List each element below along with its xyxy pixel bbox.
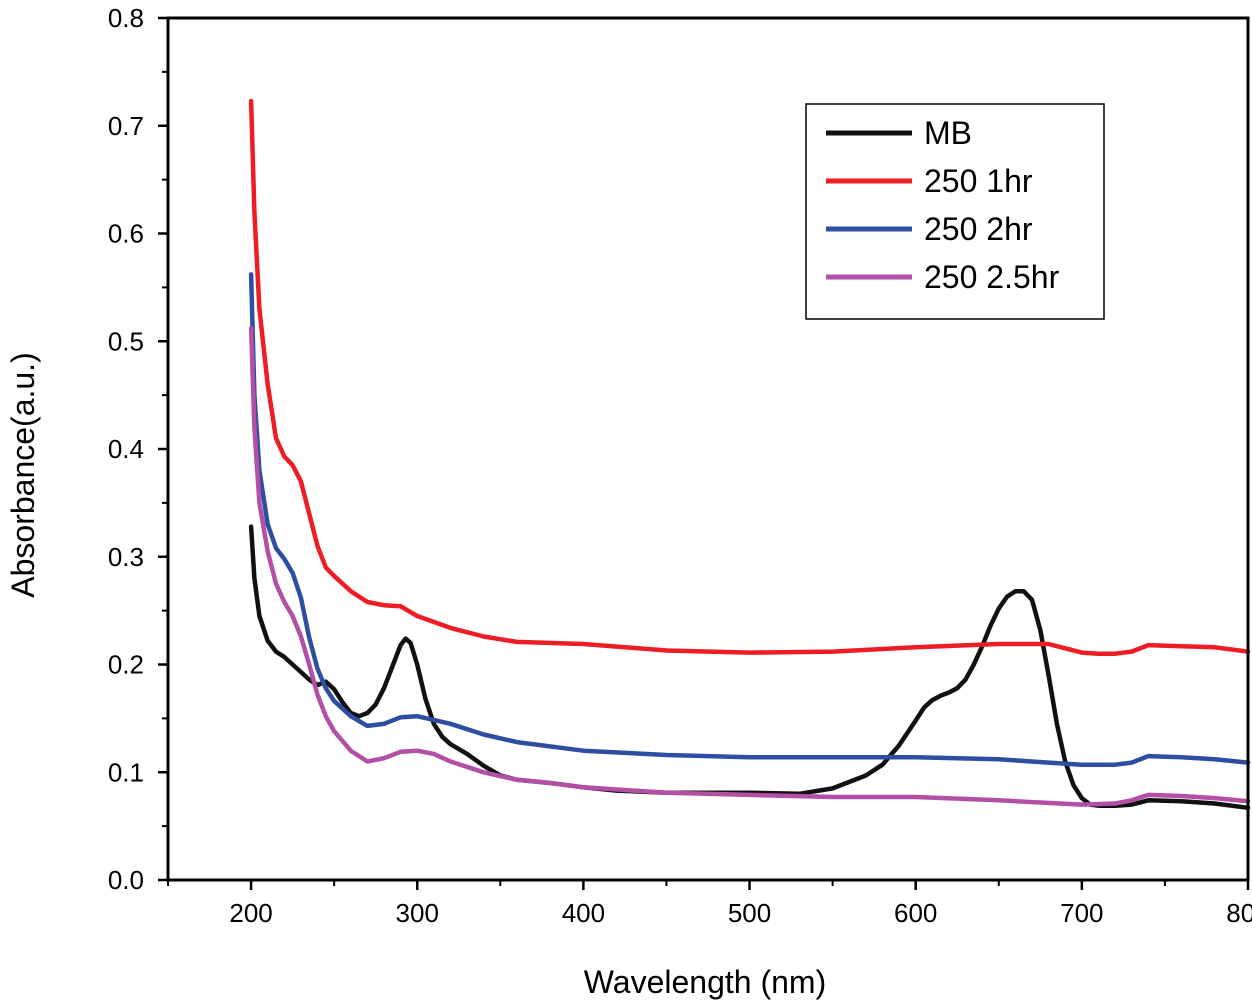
legend-label-0: MB — [924, 115, 972, 151]
y-tick-label-0: 0.0 — [108, 865, 144, 895]
x-tick-label-4: 600 — [894, 898, 937, 928]
y-axis-title: Absorbance(a.u.) — [5, 352, 41, 597]
y-tick-label-1: 0.1 — [108, 757, 144, 787]
x-tick-label-3: 500 — [728, 898, 771, 928]
x-tick-label-1: 300 — [396, 898, 439, 928]
x-tick-label-5: 700 — [1060, 898, 1103, 928]
legend-label-1: 250 1hr — [924, 163, 1033, 199]
plot-layer — [248, 98, 1251, 811]
legend-box — [805, 103, 1105, 320]
x-tick-label-6: 800 — [1226, 898, 1252, 928]
x-axis-title: Wavelength (nm) — [584, 964, 826, 1000]
y-tick-label-8: 0.8 — [108, 3, 144, 33]
legend-label-3: 250 2.5hr — [924, 259, 1060, 295]
x-tick-label-0: 200 — [229, 898, 272, 928]
legend: MB 250 1hr 250 2hr 250 2.5hr — [805, 103, 1105, 320]
axes-layer: 200 300 400 500 600 700 800 0.0 0.1 0.2 0.3 0.4 0.5 0… — [108, 3, 1252, 928]
y-tick-label-4: 0.4 — [108, 434, 144, 464]
series-line-3 — [248, 326, 1251, 807]
x-tick-label-2: 400 — [562, 898, 605, 928]
legend-label-2: 250 2hr — [924, 211, 1033, 247]
series-line-2 — [248, 272, 1251, 767]
y-tick-label-6: 0.6 — [108, 219, 144, 249]
y-tick-label-2: 0.2 — [108, 650, 144, 680]
series-line-1 — [248, 98, 1251, 656]
y-tick-label-3: 0.3 — [108, 542, 144, 572]
y-tick-label-5: 0.5 — [108, 326, 144, 356]
y-tick-label-7: 0.7 — [108, 111, 144, 141]
